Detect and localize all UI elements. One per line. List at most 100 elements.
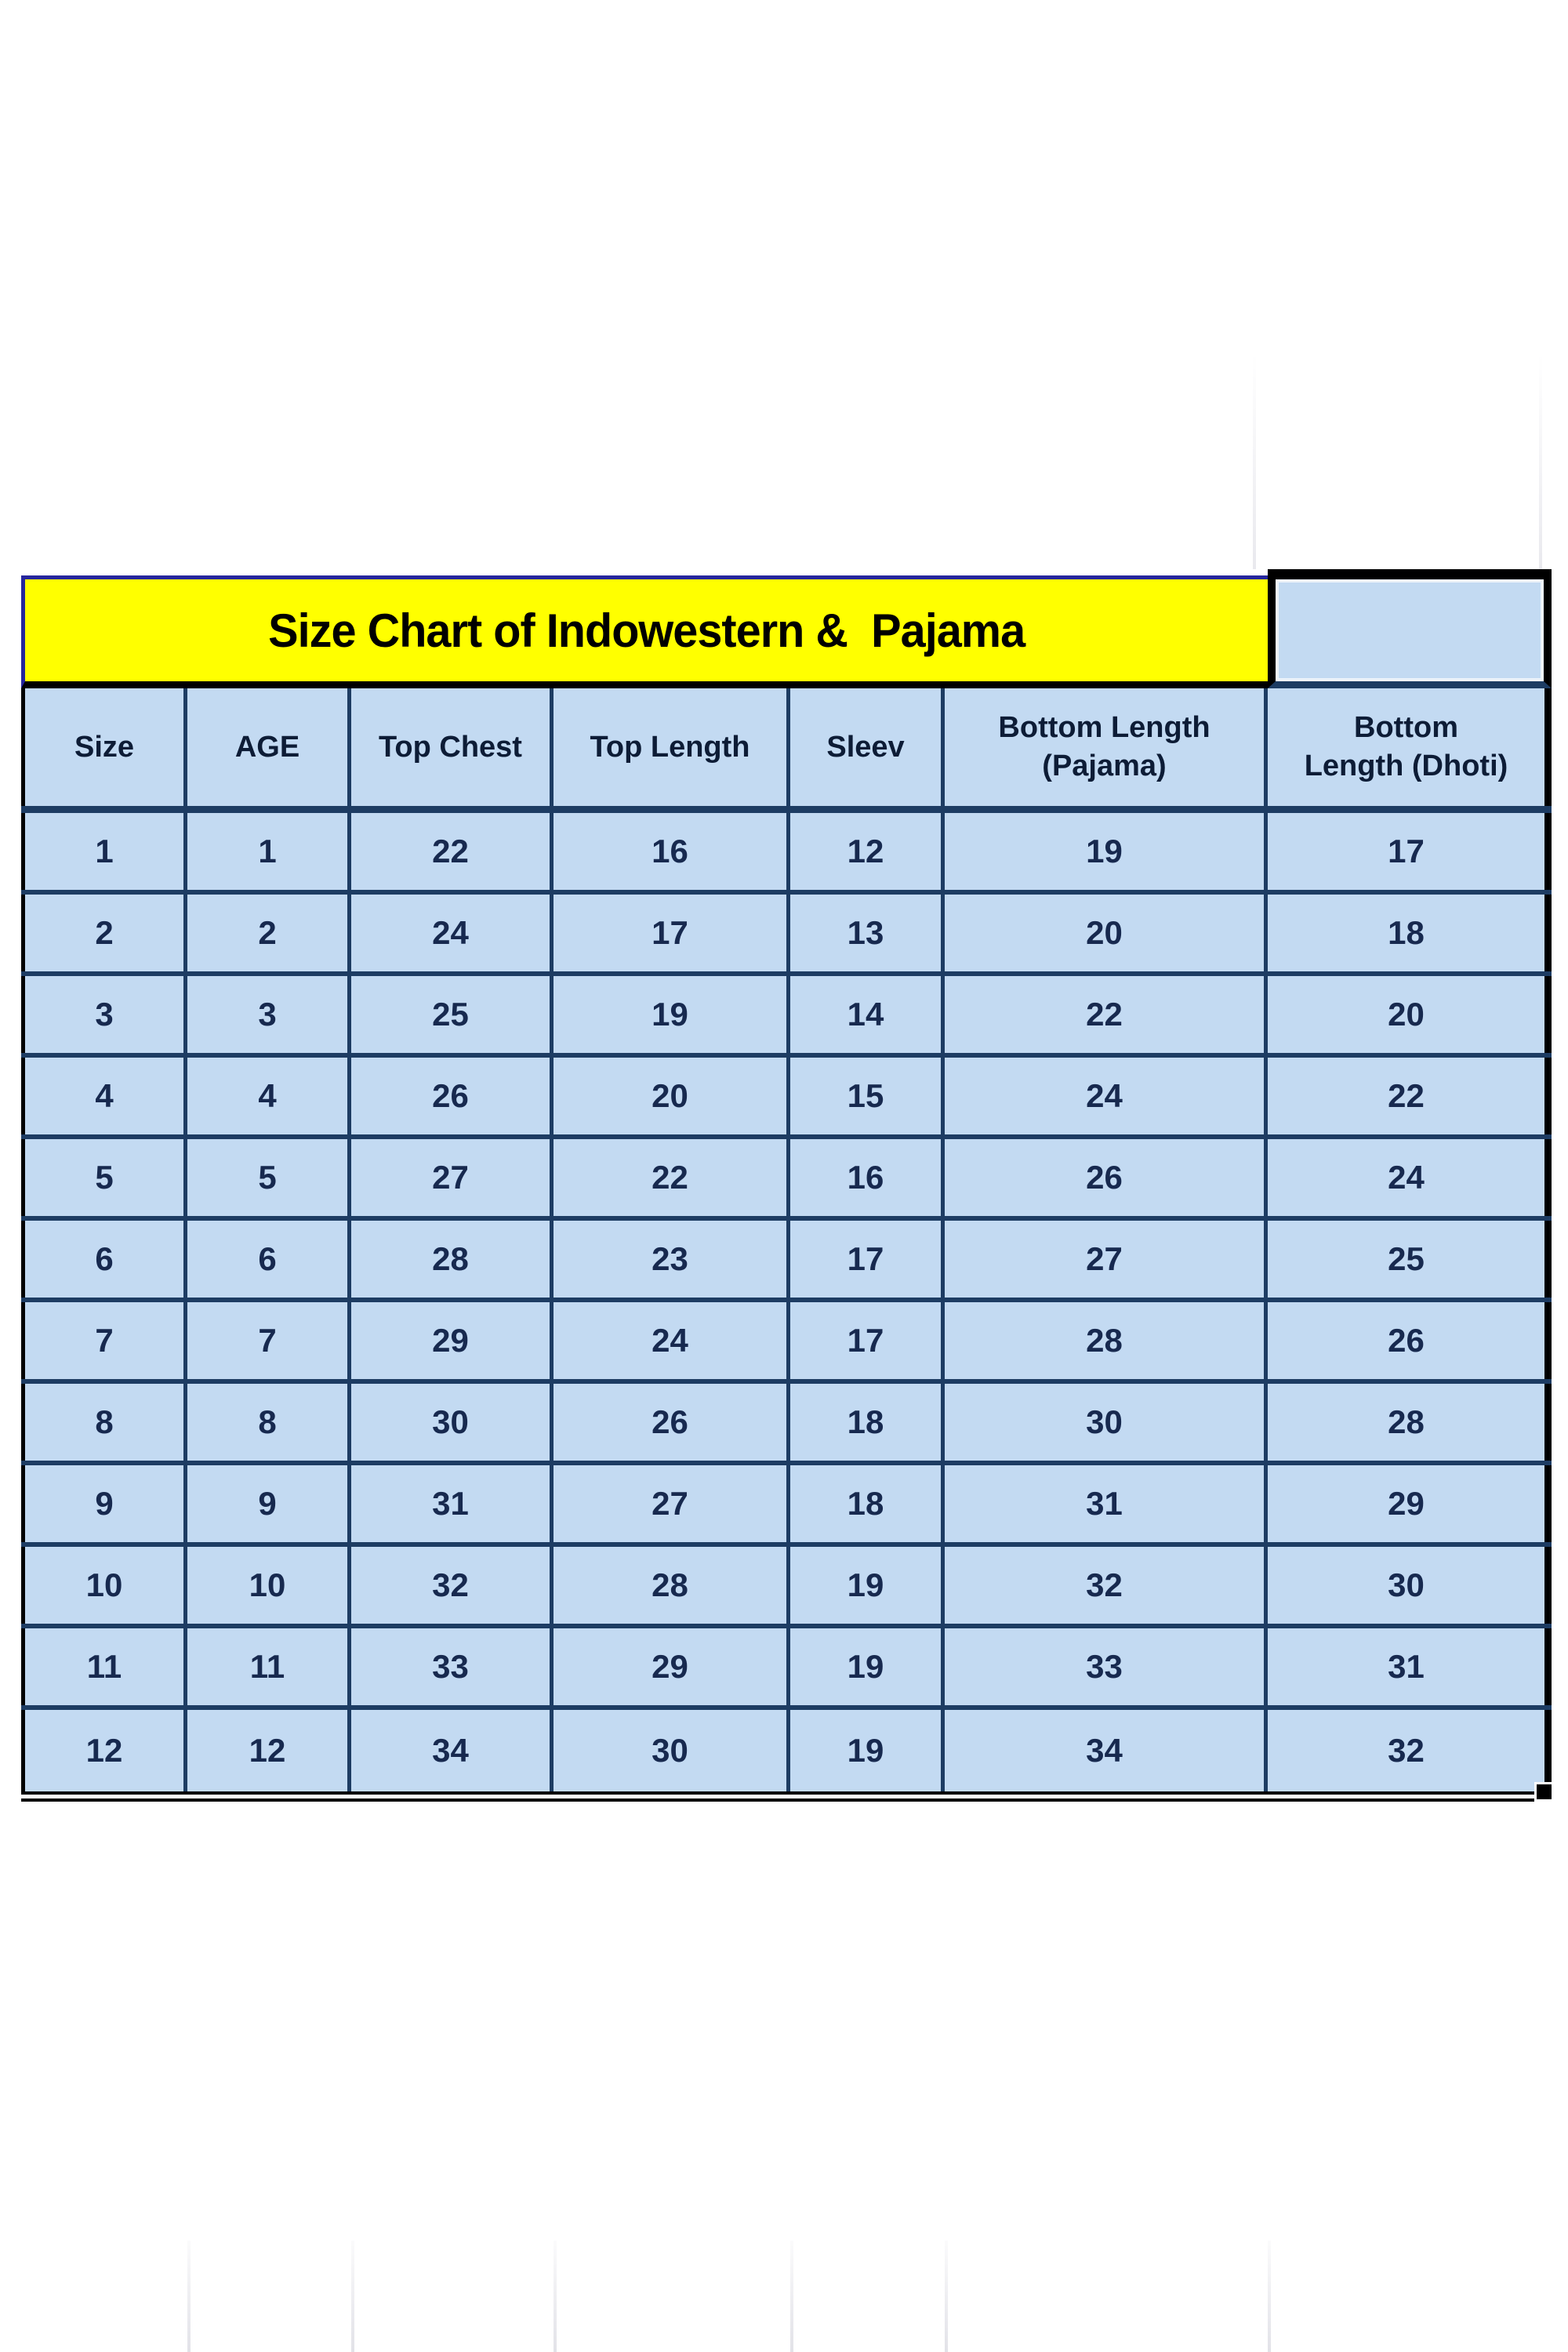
table-body: 1 1 22 16 12 19 17 2 2 24 17 13 20 18 3 3 25 19 14 22 20 4 4 26… bbox=[21, 813, 1552, 1791]
table-cell-bottom-length-pajama: 20 bbox=[945, 895, 1268, 971]
table-cell-top-chest: 25 bbox=[351, 976, 554, 1053]
table-cell-top-chest: 33 bbox=[351, 1628, 554, 1705]
table-cell-age: 10 bbox=[187, 1547, 351, 1624]
table-cell-bottom-length-pajama: 22 bbox=[945, 976, 1268, 1053]
table-cell-top-length: 22 bbox=[554, 1139, 790, 1216]
gridline-below-table bbox=[187, 2241, 191, 2352]
size-chart-table: Size Chart of Indowestern & Pajama Size A… bbox=[21, 569, 1554, 1802]
table-cell-age: 4 bbox=[187, 1058, 351, 1134]
table-cell-top-length: 23 bbox=[554, 1221, 790, 1298]
table-cell-size: 8 bbox=[21, 1384, 187, 1461]
title-banner: Size Chart of Indowestern & Pajama bbox=[21, 575, 1268, 688]
gridline-above-table-right bbox=[1539, 354, 1542, 569]
table-cell-size: 6 bbox=[21, 1221, 187, 1298]
gridline-below-table bbox=[554, 2241, 557, 2352]
table-cell-sleev: 15 bbox=[790, 1058, 945, 1134]
table-cell-age: 12 bbox=[187, 1710, 351, 1791]
table-cell-age: 11 bbox=[187, 1628, 351, 1705]
column-header-top-length: Top Length bbox=[554, 688, 790, 806]
table-cell-sleev: 14 bbox=[790, 976, 945, 1053]
column-header-line: Size bbox=[74, 730, 135, 764]
table-cell-top-length: 28 bbox=[554, 1547, 790, 1624]
table-row: 11 11 33 29 19 33 31 bbox=[21, 1628, 1552, 1710]
table-cell-sleev: 16 bbox=[790, 1139, 945, 1216]
table-row: 5 5 27 22 16 26 24 bbox=[21, 1139, 1552, 1221]
selection-fill-handle bbox=[1534, 1782, 1554, 1802]
table-cell-top-chest: 26 bbox=[351, 1058, 554, 1134]
table-bottom-border bbox=[21, 1791, 1552, 1802]
table-cell-top-length: 19 bbox=[554, 976, 790, 1053]
table-cell-bottom-length-dhoti: 20 bbox=[1268, 976, 1552, 1053]
column-header-line: Top Length bbox=[590, 730, 750, 764]
table-cell-bottom-length-pajama: 31 bbox=[945, 1465, 1268, 1542]
table-cell-top-chest: 27 bbox=[351, 1139, 554, 1216]
column-header-line: Sleev bbox=[826, 730, 905, 764]
table-cell-bottom-length-pajama: 34 bbox=[945, 1710, 1268, 1791]
table-cell-top-length: 17 bbox=[554, 895, 790, 971]
column-header-top-chest: Top Chest bbox=[351, 688, 554, 806]
table-row: 10 10 32 28 19 32 30 bbox=[21, 1547, 1552, 1628]
table-cell-size: 7 bbox=[21, 1302, 187, 1379]
column-header-line: Length (Dhoti) bbox=[1304, 750, 1508, 782]
table-cell-top-length: 26 bbox=[554, 1384, 790, 1461]
table-cell-bottom-length-dhoti: 18 bbox=[1268, 895, 1552, 971]
column-header-line: (Pajama) bbox=[1042, 750, 1167, 782]
table-title: Size Chart of Indowestern & Pajama bbox=[267, 604, 1025, 657]
table-row: 1 1 22 16 12 19 17 bbox=[21, 813, 1552, 895]
table-cell-age: 1 bbox=[187, 813, 351, 890]
title-row: Size Chart of Indowestern & Pajama bbox=[21, 569, 1552, 688]
table-cell-bottom-length-dhoti: 17 bbox=[1268, 813, 1552, 890]
table-cell-age: 6 bbox=[187, 1221, 351, 1298]
header-row: Size AGE Top Chest Top Length Sleev Bottom Le… bbox=[21, 688, 1552, 813]
table-cell-age: 9 bbox=[187, 1465, 351, 1542]
dhoti-column-cap-cell bbox=[1268, 569, 1552, 688]
table-cell-age: 5 bbox=[187, 1139, 351, 1216]
table-cell-sleev: 13 bbox=[790, 895, 945, 971]
table-cell-bottom-length-pajama: 33 bbox=[945, 1628, 1268, 1705]
table-cell-bottom-length-dhoti: 22 bbox=[1268, 1058, 1552, 1134]
table-cell-bottom-length-dhoti: 25 bbox=[1268, 1221, 1552, 1298]
table-cell-age: 3 bbox=[187, 976, 351, 1053]
table-cell-age: 2 bbox=[187, 895, 351, 971]
table-cell-top-chest: 29 bbox=[351, 1302, 554, 1379]
table-cell-top-length: 24 bbox=[554, 1302, 790, 1379]
table-cell-top-chest: 28 bbox=[351, 1221, 554, 1298]
column-header-line: Bottom bbox=[1354, 711, 1458, 745]
column-header-line: Bottom Length bbox=[998, 711, 1210, 745]
table-cell-age: 7 bbox=[187, 1302, 351, 1379]
table-cell-sleev: 18 bbox=[790, 1384, 945, 1461]
table-cell-top-chest: 34 bbox=[351, 1710, 554, 1791]
table-cell-bottom-length-dhoti: 26 bbox=[1268, 1302, 1552, 1379]
column-header-line: Top Chest bbox=[379, 730, 522, 764]
table-cell-bottom-length-dhoti: 24 bbox=[1268, 1139, 1552, 1216]
table-cell-size: 2 bbox=[21, 895, 187, 971]
table-cell-bottom-length-pajama: 26 bbox=[945, 1139, 1268, 1216]
gridline-below-table bbox=[790, 2241, 793, 2352]
table-cell-bottom-length-dhoti: 31 bbox=[1268, 1628, 1552, 1705]
table-cell-bottom-length-pajama: 24 bbox=[945, 1058, 1268, 1134]
gridline-above-table-left bbox=[1253, 354, 1256, 569]
column-header-size: Size bbox=[21, 688, 187, 806]
table-cell-top-length: 20 bbox=[554, 1058, 790, 1134]
table-cell-top-length: 30 bbox=[554, 1710, 790, 1791]
table-cell-sleev: 17 bbox=[790, 1221, 945, 1298]
table-cell-size: 4 bbox=[21, 1058, 187, 1134]
table-cell-size: 5 bbox=[21, 1139, 187, 1216]
table-cell-top-chest: 24 bbox=[351, 895, 554, 971]
table-cell-bottom-length-dhoti: 30 bbox=[1268, 1547, 1552, 1624]
table-cell-size: 11 bbox=[21, 1628, 187, 1705]
gridline-below-table bbox=[1268, 2241, 1271, 2352]
table-cell-bottom-length-dhoti: 29 bbox=[1268, 1465, 1552, 1542]
table-cell-bottom-length-pajama: 27 bbox=[945, 1221, 1268, 1298]
table-row: 12 12 34 30 19 34 32 bbox=[21, 1710, 1552, 1791]
table-row: 8 8 30 26 18 30 28 bbox=[21, 1384, 1552, 1465]
table-row: 3 3 25 19 14 22 20 bbox=[21, 976, 1552, 1058]
column-header-age: AGE bbox=[187, 688, 351, 806]
table-row: 4 4 26 20 15 24 22 bbox=[21, 1058, 1552, 1139]
table-cell-top-length: 27 bbox=[554, 1465, 790, 1542]
table-cell-size: 12 bbox=[21, 1710, 187, 1791]
table-cell-bottom-length-pajama: 19 bbox=[945, 813, 1268, 890]
column-header-bottom-length-pajama: Bottom Length (Pajama) bbox=[945, 688, 1268, 806]
table-row: 6 6 28 23 17 27 25 bbox=[21, 1221, 1552, 1302]
